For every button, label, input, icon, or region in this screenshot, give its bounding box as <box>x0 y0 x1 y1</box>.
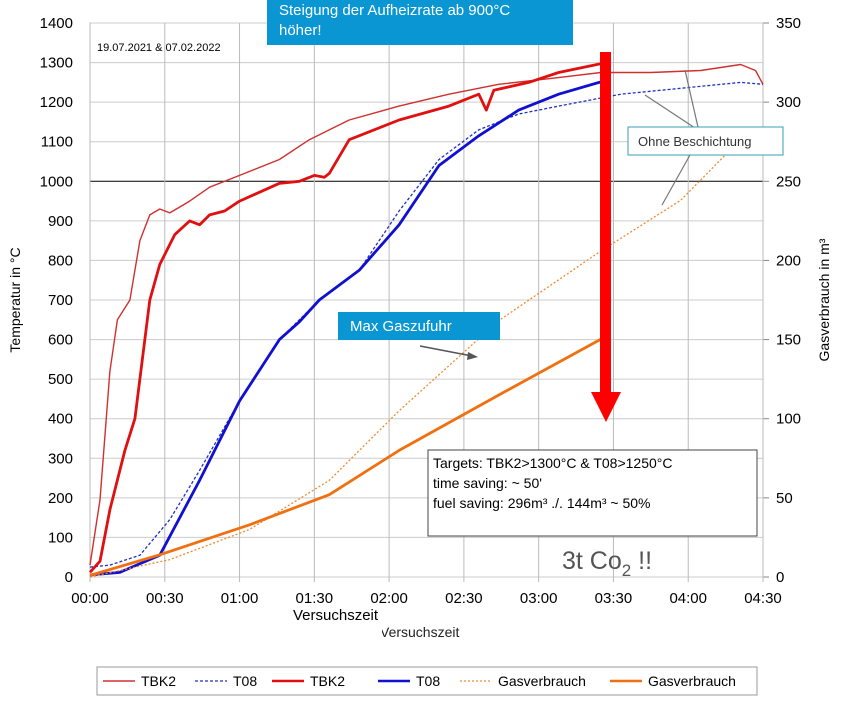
max-gas-callout-text: Max Gaszufuhr <box>350 318 452 335</box>
max-gas-arrow <box>419 345 473 357</box>
y-tick-label: 900 <box>48 213 73 230</box>
uncoated-arrow-2 <box>644 94 696 129</box>
x-axis-label-ghost: Versuchszeit <box>380 624 459 640</box>
y-tick-label: 1400 <box>40 15 73 32</box>
legend-label: Gasverbrauch <box>648 673 736 689</box>
uncoated-callout-text: Ohne Beschichtung <box>638 134 751 149</box>
fuel-saving-text: fuel saving: 296m³ ./. 144m³ ~ 50% <box>433 495 651 511</box>
time-saving-text: time saving: ~ 50' <box>433 475 542 491</box>
y2-tick-label: 0 <box>776 569 784 586</box>
uncoated-arrow-3 <box>661 154 691 206</box>
x-tick-label: 04:30 <box>744 590 782 607</box>
legend-label: T08 <box>233 673 257 689</box>
max-gas-callout <box>338 312 500 340</box>
y-tick-label: 400 <box>48 411 73 428</box>
y-tick-label: 600 <box>48 332 73 349</box>
x-tick-label: 02:00 <box>370 590 408 607</box>
legend-label: Gasverbrauch <box>498 673 586 689</box>
y-tick-label: 300 <box>48 450 73 467</box>
y-tick-label: 800 <box>48 252 73 269</box>
y-tick-label: 700 <box>48 292 73 309</box>
y-tick-label: 500 <box>48 371 73 388</box>
x-tick-label: 03:30 <box>595 590 633 607</box>
uncoated-callout <box>627 126 784 156</box>
targets-box <box>427 449 758 537</box>
x-tick-label: 00:30 <box>146 590 184 607</box>
y-tick-label: 100 <box>48 529 73 546</box>
date-label: 19.07.2021 & 07.02.2022 <box>97 42 221 54</box>
y2-tick-label: 350 <box>776 15 801 32</box>
series-line-gasverbrauch-4 <box>89 149 732 578</box>
x-tick-label: 02:30 <box>445 590 483 607</box>
y-tick-label: 1100 <box>41 134 73 151</box>
heating-rate-callout-line2: höher! <box>279 22 322 39</box>
big-red-arrow-shaft <box>600 52 611 394</box>
big-red-arrow-head <box>591 392 621 422</box>
y-tick-label: 1000 <box>40 173 73 190</box>
y2-tick-label: 100 <box>776 411 801 428</box>
y2-tick-label: 150 <box>776 332 801 349</box>
legend-label: TBK2 <box>141 673 176 689</box>
legend-label: T08 <box>416 673 440 689</box>
y-tick-label: 0 <box>65 569 73 586</box>
y2-tick-label: 200 <box>776 252 801 269</box>
series-line-tbk2-0 <box>89 63 764 566</box>
max-gas-arrowhead <box>467 352 478 360</box>
series-line-t08-3 <box>89 79 607 577</box>
heating-rate-callout-line1: Steigung der Aufheizrate ab 900°C <box>279 2 510 19</box>
y2-axis-label: Gasverbrauch in m³ <box>816 238 832 361</box>
y-tick-label: 1200 <box>40 94 73 111</box>
x-tick-label: 04:00 <box>669 590 707 607</box>
x-axis-label: Versuchszeit <box>293 607 379 624</box>
legend-label: TBK2 <box>310 673 345 689</box>
y-tick-label: 200 <box>48 490 73 507</box>
y2-tick-label: 250 <box>776 173 801 190</box>
x-tick-label: 03:00 <box>520 590 558 607</box>
y2-tick-label: 50 <box>776 490 793 507</box>
x-tick-label: 01:00 <box>221 590 259 607</box>
series-line-tbk2-2 <box>88 61 607 574</box>
series-line-gasverbrauch-5 <box>89 335 607 577</box>
heating-rate-callout <box>267 0 573 45</box>
series-line-t08-1 <box>89 81 764 568</box>
y-tick-label: 1300 <box>40 55 73 72</box>
x-tick-label: 00:00 <box>71 590 109 607</box>
targets-text: Targets: TBK2>1300°C & T08>1250°C <box>433 455 673 471</box>
uncoated-arrow-1 <box>684 69 701 137</box>
co2-text: 3t Co2 !! <box>562 547 652 580</box>
y2-tick-label: 300 <box>776 94 801 111</box>
y-axis-label: Temperatur in °C <box>7 247 23 352</box>
x-tick-label: 01:30 <box>296 590 334 607</box>
